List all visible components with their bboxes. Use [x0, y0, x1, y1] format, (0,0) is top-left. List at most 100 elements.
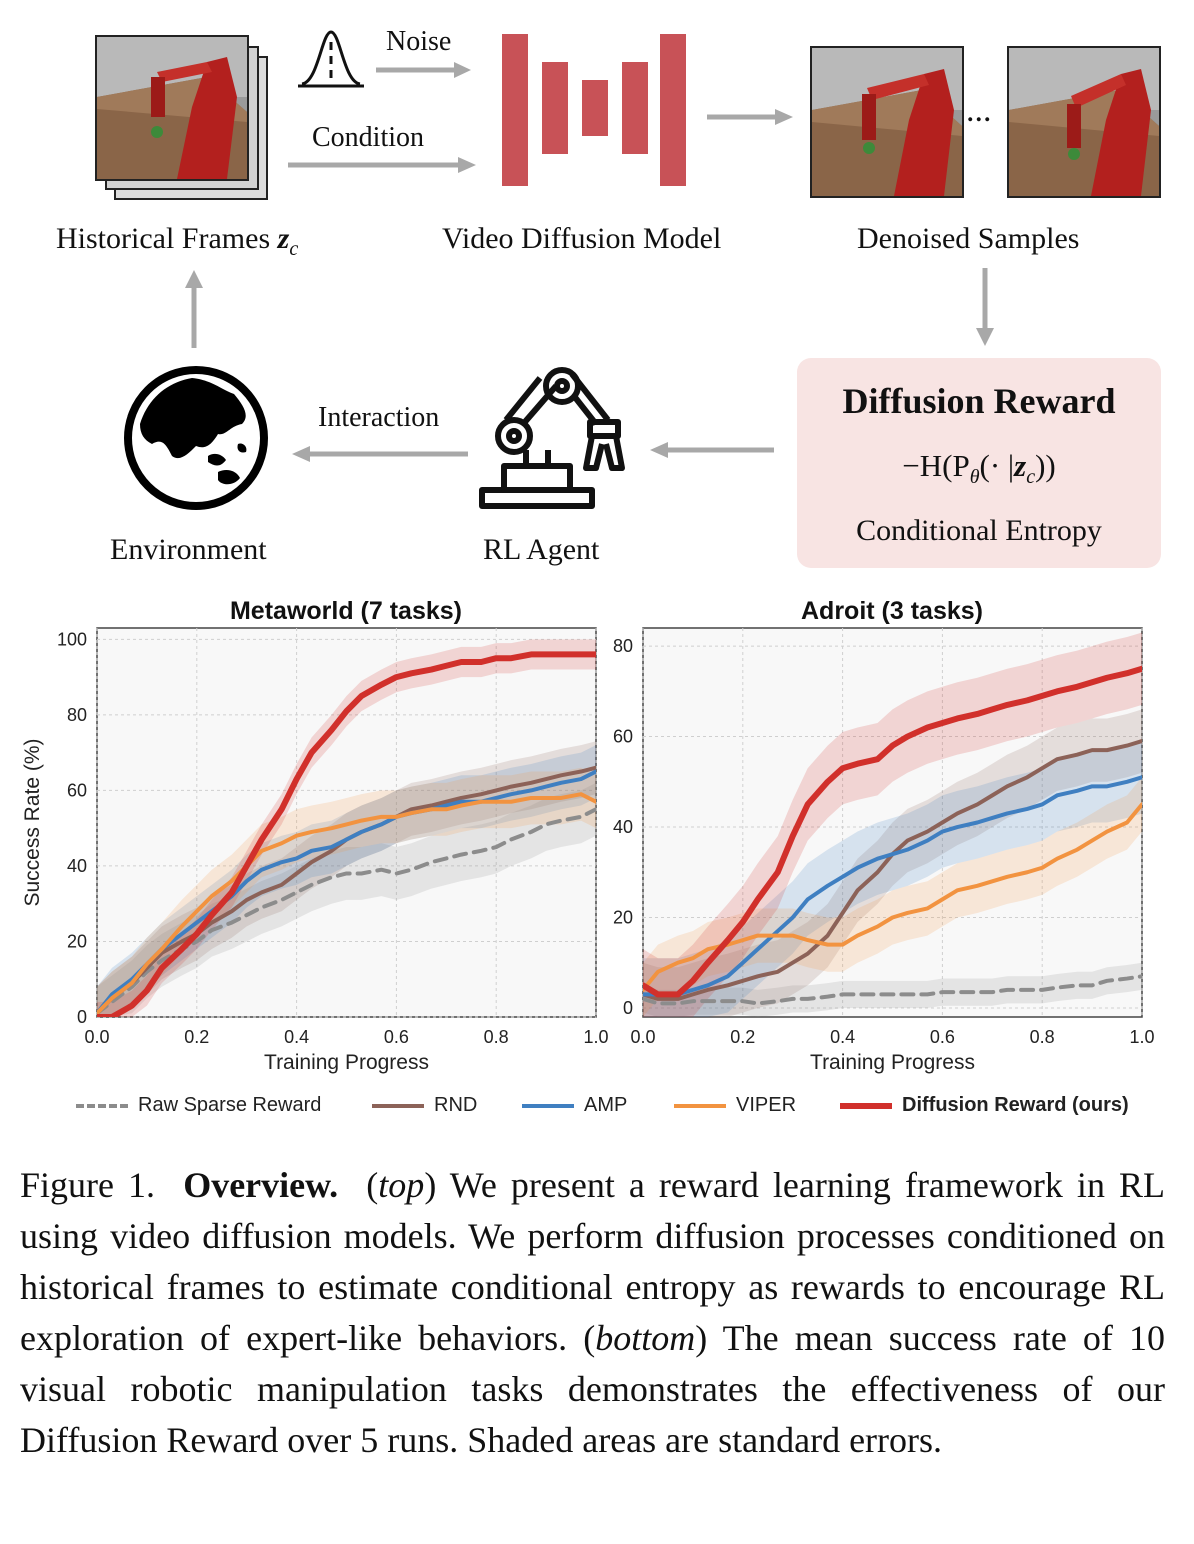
x-tick-label: 0.0 [630, 1027, 655, 1047]
chart-title: Metaworld (7 tasks) [229, 597, 462, 625]
formula-theta: θ [969, 466, 980, 489]
series-line [97, 769, 596, 1016]
series-line [643, 775, 1142, 997]
legend-swatch [840, 1102, 892, 1109]
x-tick-label: 0.4 [284, 1027, 309, 1047]
x-tick-label: 1.0 [1129, 1027, 1154, 1047]
reward-formula: −H(Pθ(· |zc)) [797, 448, 1161, 489]
y-tick-label: 60 [67, 780, 87, 800]
reward-subtitle: Conditional Entropy [856, 514, 1102, 547]
x-tick-label: 0.6 [930, 1027, 955, 1047]
reward-title: Diffusion Reward [842, 381, 1116, 421]
y-tick-label: 40 [67, 856, 87, 876]
y-tick-label: 20 [67, 931, 87, 951]
error-band [643, 632, 1142, 1017]
interaction-label: Interaction [318, 402, 440, 433]
series-line [643, 974, 1142, 1006]
x-tick-label: 0.2 [730, 1027, 755, 1047]
x-tick-label: 0.8 [484, 1027, 509, 1047]
legend-label: Diffusion Reward (ours) [902, 1094, 1129, 1116]
error-band [97, 745, 596, 1017]
x-axis-label: Training Progress [810, 1051, 975, 1074]
z-subscript: c [289, 238, 299, 260]
legend-label: AMP [584, 1094, 628, 1116]
legend-swatch [674, 1103, 726, 1108]
x-tick-label: 0.6 [384, 1027, 409, 1047]
x-tick-label: 0.8 [1030, 1027, 1055, 1047]
formula-sub: c [1026, 466, 1036, 489]
x-tick-label: 0.4 [830, 1027, 855, 1047]
caption-bottom: bottom [595, 1318, 696, 1358]
robot-frame-image [812, 48, 962, 196]
y-tick-label: 80 [613, 636, 633, 656]
results-charts: 0.0 0.2 0.4 0.6 0.8 1.0 0 20 40 60 80 100 Training P… [21, 627, 1155, 1074]
robot-frame-image [1009, 48, 1159, 196]
legend-label: Raw Sparse Reward [138, 1094, 322, 1116]
historical-frame-front [95, 35, 249, 181]
formula-suffix: )) [1035, 448, 1056, 483]
series-line [97, 651, 596, 1017]
legend-swatch [76, 1103, 128, 1108]
unet-bar [622, 62, 648, 154]
denoised-sample-1 [810, 46, 964, 198]
caption-text-2: The mean success rate of 10 visual robot… [20, 1318, 1165, 1460]
figure-caption: Figure 1. Overview. (top) We present a r… [20, 1160, 1165, 1466]
legend-item: Raw Sparse Reward [76, 1094, 321, 1117]
historical-frames-label: Historical Frames zc [56, 222, 298, 261]
interaction-arrow [292, 446, 468, 462]
legend-swatch [522, 1103, 574, 1108]
formula-mid: (· | [979, 448, 1015, 483]
denoised-samples-label: Denoised Samples [857, 222, 1080, 255]
legend-label: VIPER [736, 1094, 797, 1116]
noise-arrow [376, 62, 471, 78]
x-axis-label: Training Progress [264, 1051, 429, 1074]
samples-arrow [707, 109, 793, 125]
globe-icon [124, 366, 268, 510]
error-band [97, 767, 596, 1017]
figure-label: Figure 1. [20, 1165, 156, 1205]
unet-bar [542, 62, 568, 154]
error-band [97, 741, 596, 1017]
x-tick-label: 1.0 [583, 1027, 608, 1047]
robot-arm-icon [479, 367, 625, 509]
paren: ) [695, 1318, 708, 1358]
x-tick-label: 0.0 [84, 1027, 109, 1047]
condition-arrow [288, 157, 476, 173]
y-axis-label: Success Rate (%) [21, 738, 44, 906]
y-tick-label: 40 [613, 817, 633, 837]
legend-item: AMP [522, 1094, 627, 1117]
diffusion-reward-box: Diffusion Reward −H(Pθ(· |zc)) Condition… [797, 358, 1161, 568]
legend-item: VIPER [674, 1094, 796, 1117]
z-symbol: z [277, 222, 290, 255]
y-tick-label: 80 [67, 705, 87, 725]
robot-frame-image [97, 37, 247, 179]
caption-text-1: We present a reward learning framework i… [20, 1165, 1166, 1358]
y-tick-label: 20 [613, 907, 633, 927]
error-band [97, 782, 596, 1017]
caption-title: Overview. [183, 1165, 339, 1205]
samples-ellipsis: ... [966, 92, 992, 129]
series-group [97, 639, 596, 1017]
series-group [643, 632, 1142, 1017]
paren: ) [424, 1165, 437, 1205]
y-tick-label: 0 [623, 998, 633, 1018]
unet-bar [660, 34, 686, 186]
error-band [643, 777, 1142, 1017]
paren: ( [583, 1318, 596, 1358]
rl-agent-label: RL Agent [483, 533, 600, 566]
formula-prefix: −H(P [902, 448, 970, 483]
condition-label: Condition [312, 122, 425, 153]
noise-label: Noise [386, 26, 452, 57]
historical-frames-text: Historical Frames [56, 222, 271, 255]
x-tick-label: 0.2 [184, 1027, 209, 1047]
formula-z: z [1014, 448, 1027, 483]
unet-bar [502, 34, 528, 186]
up-arrow [185, 270, 203, 348]
legend-swatch [372, 1103, 424, 1108]
chart-title: Adroit (3 tasks) [801, 597, 983, 625]
y-tick-label: 0 [77, 1007, 87, 1027]
legend-item: RND [372, 1094, 477, 1117]
y-tick-label: 60 [613, 727, 633, 747]
video-diffusion-label: Video Diffusion Model [442, 222, 722, 255]
down-arrow [976, 268, 994, 346]
